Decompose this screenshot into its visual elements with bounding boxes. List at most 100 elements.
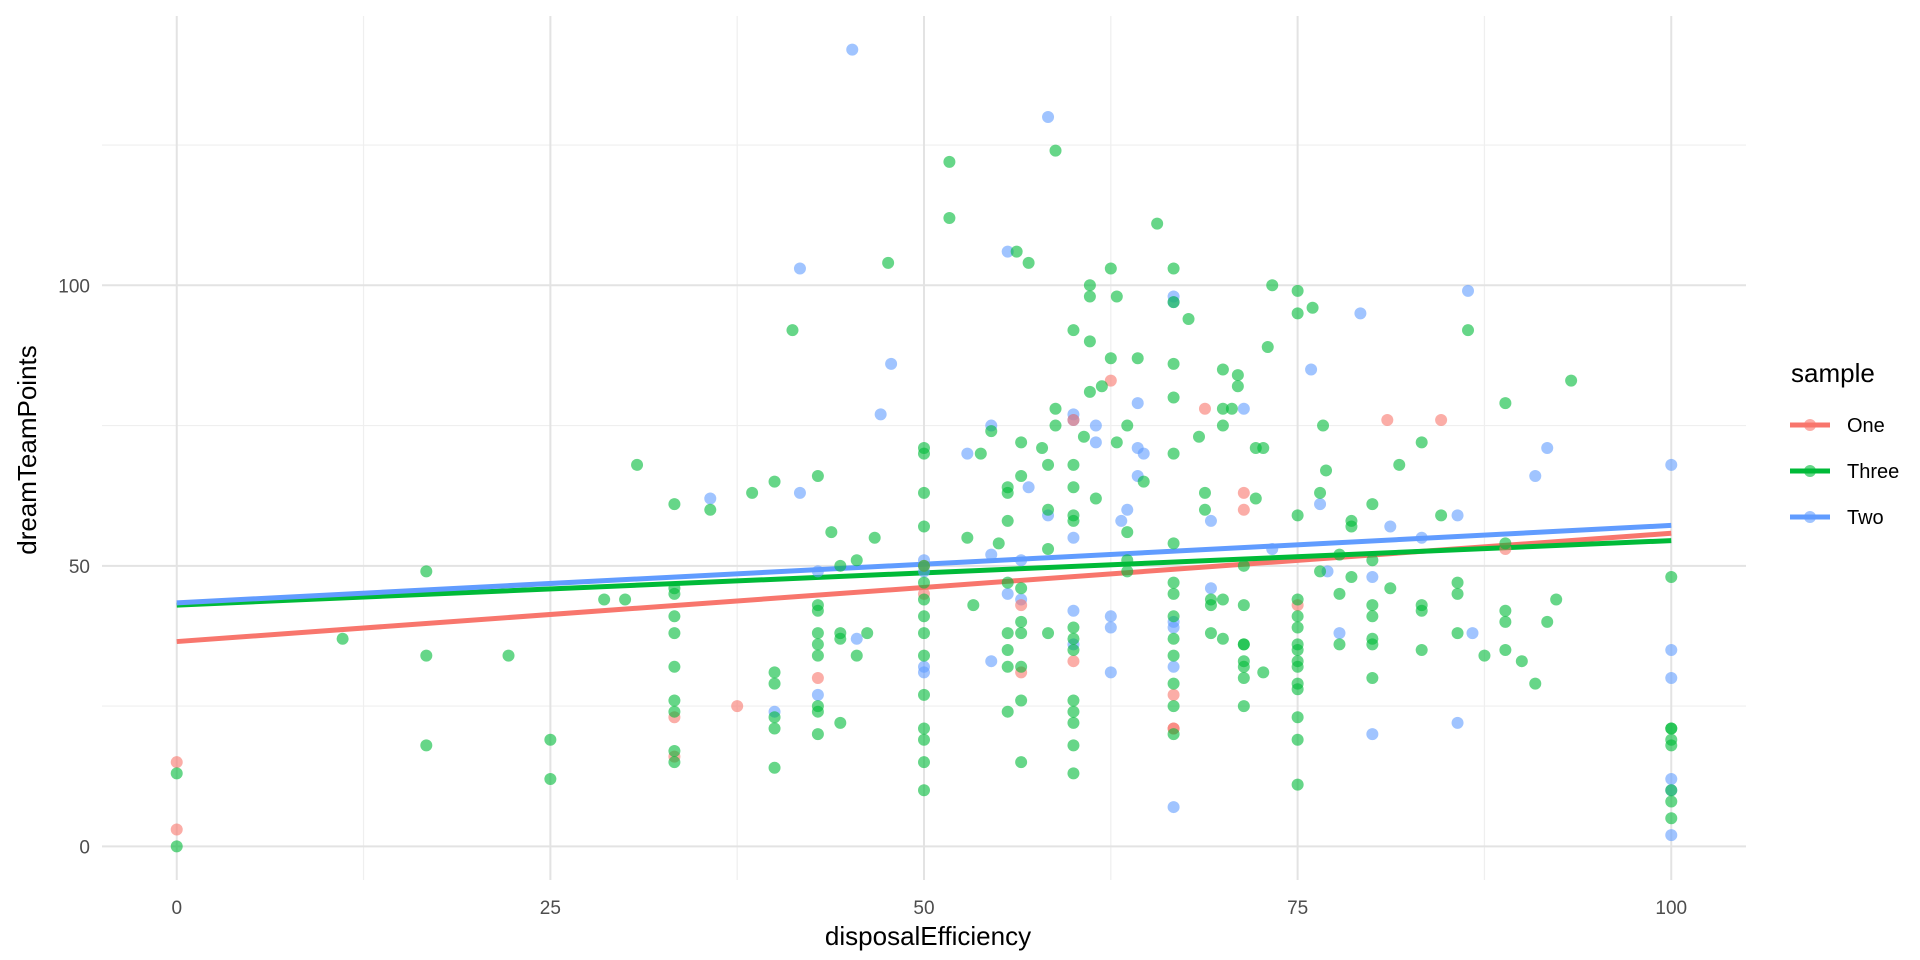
point-one	[1167, 688, 1180, 701]
point-three	[1665, 722, 1678, 735]
point-three	[1515, 655, 1528, 668]
point-three	[668, 744, 681, 757]
point-three	[918, 722, 930, 735]
legend-label-two: Two	[1847, 507, 1884, 529]
point-two	[1366, 571, 1379, 584]
point-two	[793, 486, 806, 499]
point-three	[1049, 144, 1062, 157]
point-two	[1104, 610, 1117, 623]
point-three	[1366, 498, 1379, 511]
point-three	[1345, 571, 1358, 584]
data-points	[170, 43, 1678, 853]
point-three	[918, 576, 930, 589]
tick-labels: 0 25 50 75 100 0 50 100	[58, 276, 1687, 919]
point-three	[768, 666, 781, 679]
point-three	[1499, 604, 1512, 617]
point-three	[882, 256, 895, 269]
point-three	[1022, 256, 1035, 269]
point-three	[1001, 486, 1014, 499]
point-three	[1291, 711, 1304, 724]
point-three	[420, 565, 433, 578]
point-three	[1257, 442, 1270, 454]
point-three	[768, 761, 781, 774]
point-three	[1167, 537, 1180, 550]
point-three	[1121, 419, 1134, 432]
point-three	[1291, 284, 1304, 297]
point-three	[918, 593, 930, 606]
legend: sample One Three Two	[1790, 358, 1899, 529]
point-three	[1237, 559, 1250, 572]
point-two	[1354, 307, 1367, 320]
point-three	[967, 599, 980, 612]
point-three	[834, 559, 847, 572]
point-three	[1257, 666, 1270, 679]
point-three	[811, 627, 824, 640]
point-two	[811, 688, 824, 701]
point-three	[1204, 627, 1217, 640]
point-two	[1121, 503, 1134, 516]
point-three	[1317, 419, 1330, 432]
point-three	[985, 425, 998, 438]
point-three	[1384, 582, 1397, 595]
point-three	[1167, 728, 1180, 741]
point-three	[1042, 627, 1055, 640]
point-three	[850, 649, 863, 662]
point-three	[943, 211, 956, 224]
point-three	[1110, 290, 1123, 303]
point-three	[1237, 638, 1250, 651]
point-three	[1393, 458, 1406, 471]
point-three	[918, 627, 930, 640]
point-two	[1104, 621, 1117, 634]
x-tick-label: 100	[1655, 898, 1687, 919]
point-three	[1001, 576, 1014, 589]
point-three	[1001, 705, 1014, 718]
point-one	[1435, 413, 1448, 426]
point-two	[1333, 627, 1346, 640]
point-three	[811, 705, 824, 718]
point-three	[1167, 391, 1180, 404]
point-three	[1665, 812, 1678, 825]
point-three	[1306, 301, 1319, 314]
point-three	[1167, 632, 1180, 645]
point-three	[943, 155, 956, 168]
point-three	[668, 587, 681, 600]
point-three	[1237, 672, 1250, 685]
legend-key-point-one	[1804, 419, 1816, 431]
point-three	[1314, 565, 1327, 578]
point-three	[1550, 593, 1563, 606]
point-three	[786, 324, 799, 337]
point-three	[746, 486, 759, 499]
point-three	[544, 773, 557, 786]
point-three	[1067, 767, 1080, 780]
point-three	[1001, 627, 1014, 640]
point-three	[1366, 599, 1379, 612]
point-three	[1015, 582, 1028, 595]
point-three	[1067, 514, 1080, 527]
point-two	[1167, 621, 1180, 634]
point-two	[1466, 627, 1479, 640]
point-three	[768, 475, 781, 488]
point-one	[731, 700, 744, 713]
point-three	[1415, 604, 1428, 617]
legend-key-point-two	[1804, 511, 1816, 523]
point-three	[1110, 436, 1123, 449]
point-three	[1167, 262, 1180, 275]
point-one	[1237, 486, 1250, 499]
point-three	[1216, 593, 1229, 606]
point-two	[1665, 672, 1678, 685]
point-two	[1384, 520, 1397, 533]
point-three	[1499, 397, 1512, 410]
point-one	[1381, 413, 1394, 426]
point-three	[502, 649, 515, 662]
point-one	[170, 756, 183, 769]
point-three	[420, 649, 433, 662]
point-three	[1249, 492, 1262, 505]
point-three	[668, 756, 681, 769]
point-two	[1665, 643, 1678, 656]
point-three	[1001, 660, 1014, 673]
point-three	[768, 677, 781, 690]
point-three	[1167, 649, 1180, 662]
point-three	[1015, 436, 1028, 449]
point-two	[793, 262, 806, 275]
point-three	[1291, 733, 1304, 746]
